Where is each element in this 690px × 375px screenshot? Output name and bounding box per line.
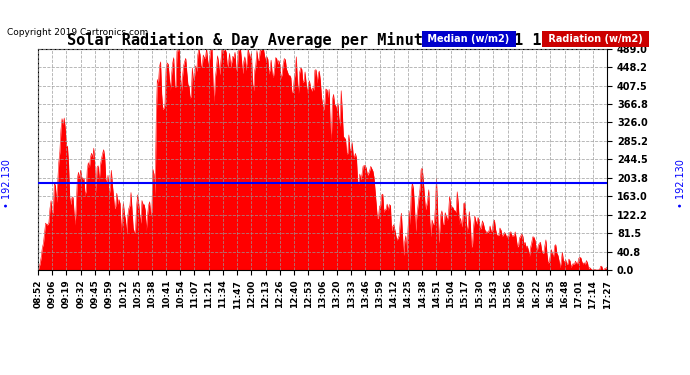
Text: Median (w/m2): Median (w/m2) bbox=[424, 34, 513, 44]
Text: Copyright 2019 Cartronics.com: Copyright 2019 Cartronics.com bbox=[7, 28, 148, 37]
Text: Radiation (w/m2): Radiation (w/m2) bbox=[545, 34, 647, 44]
Text: • 192.130: • 192.130 bbox=[676, 159, 685, 207]
Text: • 192.130: • 192.130 bbox=[2, 159, 12, 207]
Title: Solar Radiation & Day Average per Minute Fri Nov 1 17:38: Solar Radiation & Day Average per Minute… bbox=[67, 32, 578, 48]
